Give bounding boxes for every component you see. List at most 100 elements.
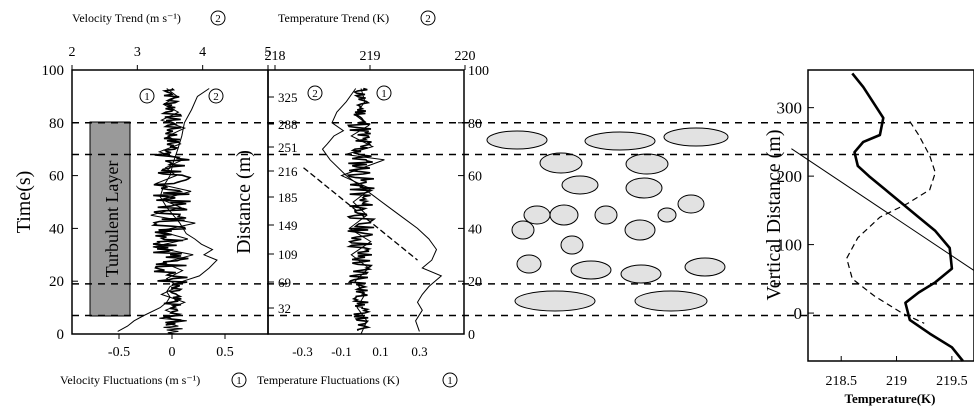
time-tick-label: 60 <box>49 169 64 185</box>
panel-b-marker-1-label: 1 <box>381 88 387 100</box>
profile-y-tick-label: 100 <box>777 236 803 255</box>
eddy-ellipse <box>657 207 677 223</box>
eddy-ellipse <box>684 257 726 277</box>
eddy-ellipse <box>570 260 612 280</box>
panel-a-marker-2-label: 2 <box>213 91 219 103</box>
marker-2-label-b: 2 <box>425 13 431 25</box>
right-time-tick-label: 80 <box>468 117 482 132</box>
vel-top-tick-label: 5 <box>265 45 272 60</box>
temperature-trend-line <box>321 88 443 332</box>
time-tick-label: 80 <box>49 116 64 132</box>
right-time-tick-label: 0 <box>468 328 475 343</box>
panel-a-ylabel: Time(s) <box>13 171 35 234</box>
distance-tick-label: 69 <box>278 275 291 290</box>
distance-tick-label: 149 <box>278 218 298 233</box>
profile-x-tick-label: 218.5 <box>825 374 857 389</box>
marker-1-label-a: 1 <box>236 375 242 387</box>
distance-tick-label: 109 <box>278 247 298 262</box>
temp-bottom-tick-label: -0.1 <box>331 344 352 359</box>
vel-top-tick-label: 4 <box>199 45 206 60</box>
temperature-fluct-label: Temperature Fluctuations (K) <box>257 373 399 387</box>
right-time-tick-label: 60 <box>468 170 482 185</box>
panel-b-ylabel: Distance (m) <box>233 150 255 254</box>
distance-tick-label: 216 <box>278 164 298 179</box>
marker-1-circle-a <box>231 372 247 388</box>
time-tick-label: 100 <box>42 63 65 79</box>
profile-x-tick-label: 219.5 <box>936 374 968 389</box>
vel-bottom-tick-label: 0.5 <box>216 345 234 360</box>
eddy-ellipse <box>549 204 579 226</box>
profile-y-tick-label: 200 <box>777 167 803 186</box>
temp-top-tick-label: 220 <box>455 49 476 64</box>
eddy-ellipse <box>539 152 583 174</box>
temperature-fluct-line <box>340 88 385 335</box>
vel-top-tick-label: 3 <box>134 45 141 60</box>
panel-a-marker-2 <box>208 88 224 104</box>
velocity-trend-line <box>117 88 218 332</box>
marker-2-circle-a <box>210 10 226 26</box>
panel-a-marker-1-label: 1 <box>144 91 150 103</box>
eddy-ellipse <box>511 220 535 240</box>
panel-b-marker-2 <box>307 85 323 101</box>
profile-dashed-line <box>846 121 936 324</box>
vel-top-tick-label: 2 <box>69 45 76 60</box>
eddy-ellipse <box>516 254 542 274</box>
eddy-ellipse <box>624 219 656 241</box>
panel-b-marker-1 <box>376 85 392 101</box>
panel-b-marker-2-label: 2 <box>312 88 318 100</box>
eddy-ellipse <box>625 177 663 199</box>
profile-x-tick-label: 219 <box>886 374 907 389</box>
vel-bottom-tick-label: -0.5 <box>108 345 130 360</box>
time-tick-label: 40 <box>49 221 64 237</box>
eddy-ellipse <box>486 130 548 150</box>
right-time-tick-label: 100 <box>468 64 489 79</box>
vel-bottom-tick-label: 0 <box>169 345 176 360</box>
distance-tick-label: 32 <box>278 301 291 316</box>
profile-y-tick-label: 0 <box>794 304 803 323</box>
eddy-ellipse <box>634 290 708 312</box>
velocity-trend-label: Velocity Trend (m s⁻¹) <box>72 11 181 25</box>
distance-tick-label: 288 <box>278 117 298 132</box>
eddy-ellipse <box>561 175 599 195</box>
profile-y-tick-label: 300 <box>777 99 803 118</box>
eddy-ellipse <box>620 264 662 284</box>
panel-c-ylabel: Vertical Distance (m) <box>763 129 785 300</box>
temp-bottom-tick-label: -0.3 <box>292 344 313 359</box>
eddy-ellipse <box>523 205 551 225</box>
temperature-fluct-noise <box>346 87 377 331</box>
turbulent-layer-label: Turbulent Layer <box>102 161 122 278</box>
time-tick-label: 0 <box>57 327 65 343</box>
temp-bottom-tick-label: 0.1 <box>372 344 388 359</box>
velocity-fluct-label: Velocity Fluctuations (m s⁻¹) <box>60 373 200 387</box>
eddy-ellipse <box>663 127 729 147</box>
panel-b-frame <box>267 69 465 335</box>
eddy-ellipse <box>677 194 705 214</box>
eddy-ellipse <box>560 235 584 255</box>
distance-tick-label: 251 <box>278 140 298 155</box>
temp-top-tick-label: 218 <box>265 49 286 64</box>
velocity-fluct-noise <box>150 87 192 326</box>
marker-1-circle-b <box>442 372 458 388</box>
temp-top-tick-label: 219 <box>360 49 381 64</box>
distance-tick-label: 185 <box>278 190 298 205</box>
distance-tick-label: 325 <box>278 90 298 105</box>
turbulent-layer-box <box>89 121 131 317</box>
marker-2-circle-b <box>420 10 436 26</box>
profile-straight-line <box>791 148 974 272</box>
eddy-ellipse <box>584 131 656 151</box>
panel-c-frame <box>807 69 974 362</box>
right-time-tick-label: 40 <box>468 222 482 237</box>
panel-a-marker-1 <box>139 88 155 104</box>
right-time-tick-label: 20 <box>468 275 482 290</box>
marker-1-label-b: 1 <box>447 375 453 387</box>
eddy-ellipse <box>594 205 618 225</box>
profile-measured-line <box>851 72 964 362</box>
panel-c-xlabel: Temperature(K) <box>845 391 936 406</box>
temp-bottom-tick-label: 0.3 <box>411 344 427 359</box>
eddy-ellipse <box>625 153 669 175</box>
temperature-reference-line <box>303 167 418 261</box>
eddy-ellipse <box>514 290 596 312</box>
